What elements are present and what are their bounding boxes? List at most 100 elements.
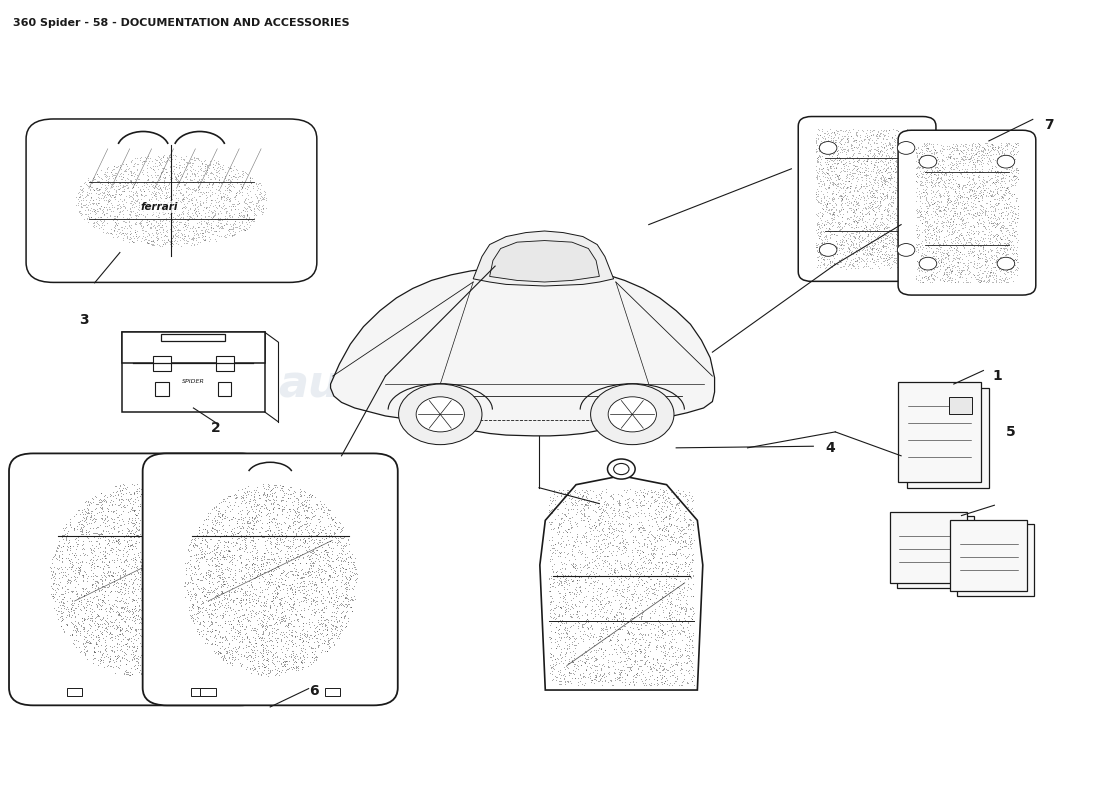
Point xyxy=(239,205,256,218)
Point xyxy=(184,198,201,211)
Point xyxy=(155,177,173,190)
Point xyxy=(631,497,649,510)
Point xyxy=(593,506,611,519)
Point xyxy=(1006,263,1024,276)
Point xyxy=(85,566,102,579)
Point xyxy=(563,531,581,544)
Point xyxy=(915,223,933,236)
Point xyxy=(597,585,615,598)
Point xyxy=(116,163,133,176)
Point xyxy=(621,483,639,496)
Point xyxy=(979,149,997,162)
Point xyxy=(869,238,887,250)
Point xyxy=(964,228,981,241)
Point xyxy=(892,190,910,203)
Point xyxy=(681,538,698,550)
Point xyxy=(75,589,92,602)
Point xyxy=(200,178,218,190)
Point xyxy=(970,244,988,257)
Point xyxy=(673,530,691,543)
Point xyxy=(190,174,208,186)
Point xyxy=(609,627,627,640)
Point xyxy=(926,144,944,157)
Point xyxy=(301,531,319,544)
Point xyxy=(90,631,108,644)
Point xyxy=(100,186,118,198)
Point xyxy=(631,672,649,685)
Point xyxy=(239,614,256,626)
Point xyxy=(275,596,293,609)
Point xyxy=(299,583,317,596)
Point xyxy=(850,139,868,152)
Point xyxy=(273,543,290,556)
Point xyxy=(197,603,215,616)
Point xyxy=(284,640,301,653)
Point xyxy=(650,577,668,590)
Point xyxy=(188,238,206,250)
Point xyxy=(310,571,328,584)
Point xyxy=(262,602,279,614)
Point xyxy=(867,144,884,157)
Point xyxy=(892,174,910,186)
Point xyxy=(202,551,220,564)
Point xyxy=(554,534,572,547)
Point xyxy=(196,514,213,526)
Point xyxy=(234,530,252,542)
Point xyxy=(904,259,922,272)
Point xyxy=(807,186,825,198)
Point xyxy=(808,170,826,182)
Point xyxy=(646,578,663,591)
Point xyxy=(174,556,191,569)
Point xyxy=(845,134,862,147)
Point xyxy=(108,210,125,222)
Point xyxy=(145,235,163,248)
Point xyxy=(548,670,565,683)
Point xyxy=(651,528,669,541)
Point xyxy=(242,214,260,227)
Point xyxy=(140,557,157,570)
Point xyxy=(69,625,87,638)
Point xyxy=(807,127,825,140)
Point xyxy=(940,174,958,186)
Point xyxy=(231,616,249,629)
Point xyxy=(605,643,623,656)
Point xyxy=(200,602,218,615)
Point xyxy=(926,177,944,190)
Point xyxy=(173,570,190,583)
Point xyxy=(184,583,201,596)
Point xyxy=(649,529,667,542)
Point xyxy=(216,190,233,202)
Point xyxy=(210,199,228,212)
Point xyxy=(864,134,881,146)
Point xyxy=(130,230,147,243)
Point xyxy=(118,182,135,194)
Point xyxy=(621,508,639,521)
Point xyxy=(550,578,568,590)
Point xyxy=(810,129,827,142)
Point xyxy=(961,231,979,244)
Point xyxy=(184,220,201,233)
Point xyxy=(620,637,638,650)
Point xyxy=(129,508,146,521)
Point xyxy=(546,602,563,614)
Point xyxy=(169,230,187,243)
Point xyxy=(632,613,650,626)
Point xyxy=(226,208,243,221)
Point xyxy=(974,224,991,237)
Point xyxy=(881,160,899,173)
Point xyxy=(316,578,333,590)
Point xyxy=(210,496,228,509)
Point xyxy=(140,649,157,662)
Point xyxy=(179,542,197,555)
Point xyxy=(120,586,138,599)
Point xyxy=(613,663,630,676)
Point xyxy=(909,250,926,263)
Point xyxy=(144,556,162,569)
Point xyxy=(197,535,215,548)
Point xyxy=(234,210,252,223)
Point xyxy=(90,598,108,610)
Point xyxy=(871,148,889,161)
Point xyxy=(572,503,590,516)
Point xyxy=(996,256,1013,269)
Point xyxy=(202,178,220,190)
